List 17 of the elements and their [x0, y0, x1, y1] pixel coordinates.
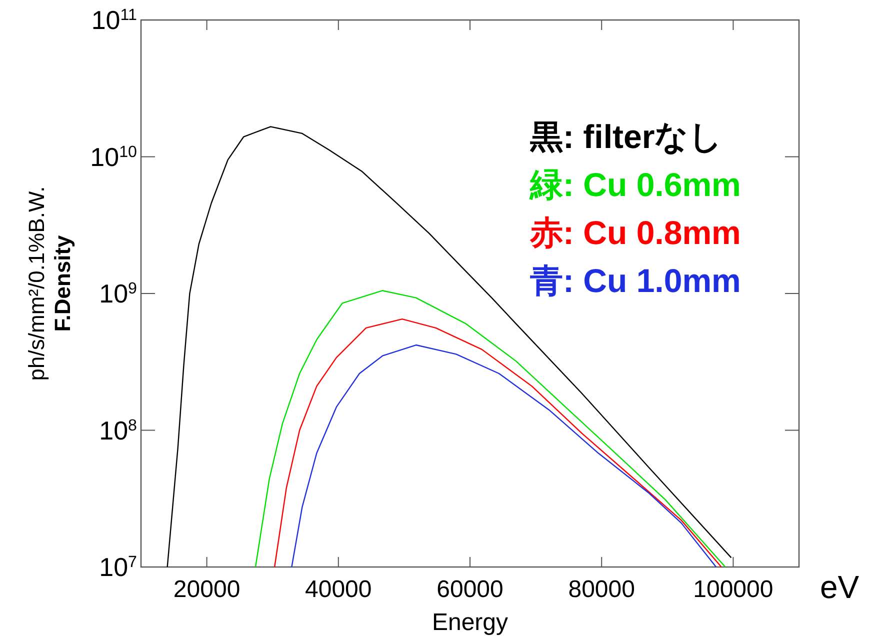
text: 黒: filterなし	[529, 118, 723, 155]
y-tick-label: 10$^{10}$	[90, 142, 138, 172]
text: 赤: Cu 0.8mm	[529, 214, 741, 251]
y-tick-label: 10$^{7}$	[99, 552, 138, 582]
text: 緑: Cu 0.6mm	[529, 166, 741, 203]
text: eV	[820, 569, 860, 605]
x-axis-title: Energy	[432, 609, 508, 636]
text: 青: Cu 1.0mm	[529, 262, 741, 299]
x-tick-label: 40000	[305, 576, 372, 603]
y-axis-title: ph/s/mm²/0.1%B.W. F.Density	[24, 186, 75, 381]
x-tick-label: 60000	[436, 576, 504, 603]
x-tick-label: 100000	[693, 576, 774, 603]
y-tick-label: 10$^{9}$	[99, 278, 138, 308]
x-tick-label: 80000	[568, 576, 635, 603]
y-tick-label: 10$^{11}$	[91, 5, 138, 35]
y-tick-label: 10$^{8}$	[99, 415, 138, 446]
x-tick-label: 20000	[173, 576, 240, 603]
